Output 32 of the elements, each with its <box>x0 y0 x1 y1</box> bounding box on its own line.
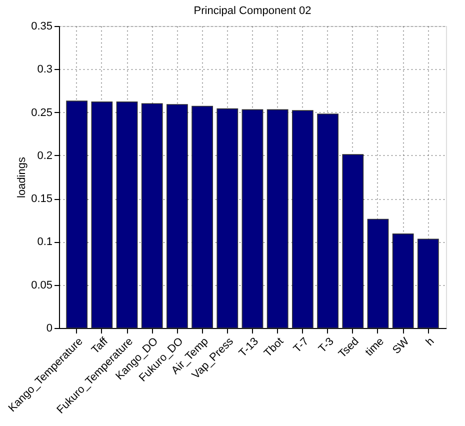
bar <box>342 154 364 328</box>
x-tick-label: h <box>424 336 437 348</box>
x-tick-label: time <box>363 336 386 359</box>
chart-title: Principal Component 02 <box>194 5 312 17</box>
bar <box>141 103 163 328</box>
y-axis-title: loadings <box>16 156 28 198</box>
bar <box>166 104 188 328</box>
bar <box>216 108 238 328</box>
x-tick-label: SW <box>390 335 412 357</box>
y-tick-label: 0.15 <box>31 193 52 206</box>
bar <box>292 110 314 328</box>
y-tick-label: 0.25 <box>31 106 52 119</box>
bar <box>266 109 288 328</box>
y-tick-label: 0.3 <box>37 64 52 76</box>
y-tick-label: 0.1 <box>37 236 52 248</box>
bar <box>116 102 138 328</box>
x-tick-label: T-3 <box>316 336 336 356</box>
y-tick-label: 0.05 <box>31 279 52 292</box>
y-tick-label: 0 <box>46 322 52 334</box>
y-tick-label: 0.2 <box>37 150 52 162</box>
bar <box>66 100 88 328</box>
x-tick-label: Tbot <box>262 336 286 360</box>
y-tick-label: 0.35 <box>31 20 52 32</box>
bar <box>392 234 414 328</box>
x-tick-label: T-13 <box>236 336 261 360</box>
bar <box>192 106 213 328</box>
bar <box>417 238 439 328</box>
x-tick-label: T-7 <box>291 336 312 356</box>
bar <box>91 102 113 328</box>
bar <box>317 114 338 328</box>
bar <box>242 109 264 328</box>
bar <box>367 218 389 328</box>
